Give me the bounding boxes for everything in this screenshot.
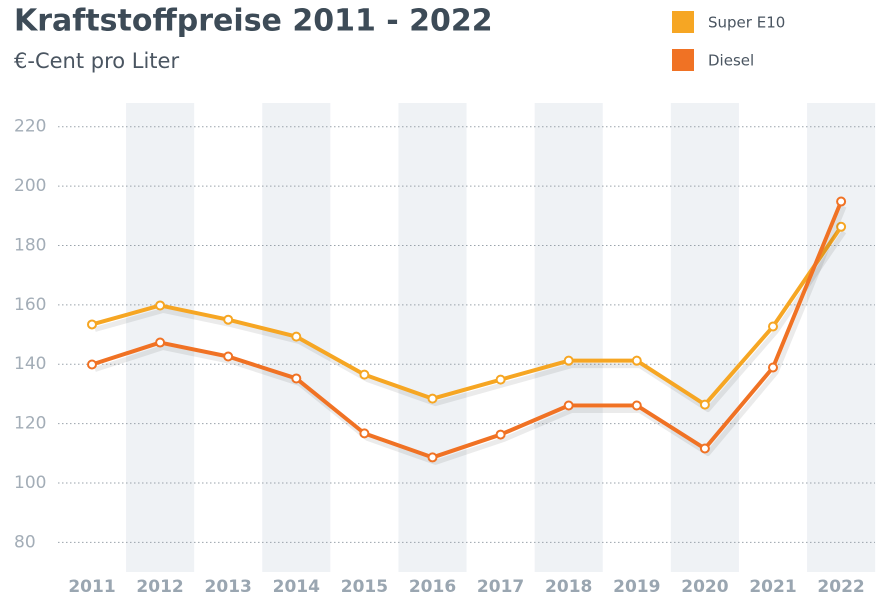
point [768, 321, 778, 332]
point [836, 196, 847, 207]
point [563, 355, 574, 366]
legend-swatch [672, 11, 694, 33]
x-tick-label: 2017 [477, 577, 524, 597]
point [631, 355, 642, 366]
point [291, 331, 302, 342]
point [699, 443, 710, 454]
series-line [91, 200, 843, 460]
point [631, 400, 642, 411]
point [699, 399, 710, 410]
x-tick-label: 2013 [205, 577, 252, 597]
column-band [126, 103, 195, 572]
series-shadow [94, 205, 847, 465]
column-band [398, 103, 467, 572]
x-tick-label: 2022 [817, 577, 864, 597]
x-tick-label: 2012 [136, 577, 183, 597]
y-tick-label: 100 [14, 473, 46, 493]
legend-swatch [672, 49, 694, 71]
point [155, 337, 166, 348]
x-tick-label: 2016 [409, 577, 456, 597]
legend-label: Diesel [708, 52, 754, 70]
x-tick-label: 2021 [749, 577, 796, 597]
y-tick-label: 200 [14, 176, 46, 196]
series-line [91, 225, 843, 407]
x-tick-label: 2015 [341, 577, 388, 597]
y-tick-label: 180 [14, 235, 46, 255]
x-tick-label: 2019 [613, 577, 660, 597]
column-band [534, 103, 603, 572]
point [563, 400, 574, 411]
y-tick-label: 220 [14, 117, 46, 137]
series-shadow [94, 230, 847, 413]
chart-title: Kraftstoffpreise 2011 - 2022 [14, 4, 493, 39]
point [155, 300, 166, 311]
point [768, 362, 778, 373]
y-tick-label: 80 [14, 532, 36, 552]
column-band [670, 103, 739, 572]
point [223, 351, 234, 362]
column-band [807, 103, 876, 572]
point [495, 374, 506, 385]
chart-subtitle: €-Cent pro Liter [14, 49, 179, 73]
point [359, 428, 370, 439]
point [291, 373, 302, 384]
point [495, 429, 506, 440]
point [427, 393, 438, 404]
point [836, 221, 847, 232]
point [87, 359, 97, 370]
x-tick-label: 2011 [68, 577, 115, 597]
point [359, 369, 370, 380]
legend-label: Super E10 [708, 14, 785, 32]
point [223, 314, 234, 325]
x-tick-label: 2020 [681, 577, 728, 597]
y-tick-label: 140 [14, 354, 46, 374]
y-tick-label: 160 [14, 295, 46, 315]
y-tick-label: 120 [14, 414, 46, 434]
point [427, 452, 438, 463]
x-tick-label: 2014 [273, 577, 320, 597]
x-tick-label: 2018 [545, 577, 592, 597]
point [87, 319, 97, 330]
